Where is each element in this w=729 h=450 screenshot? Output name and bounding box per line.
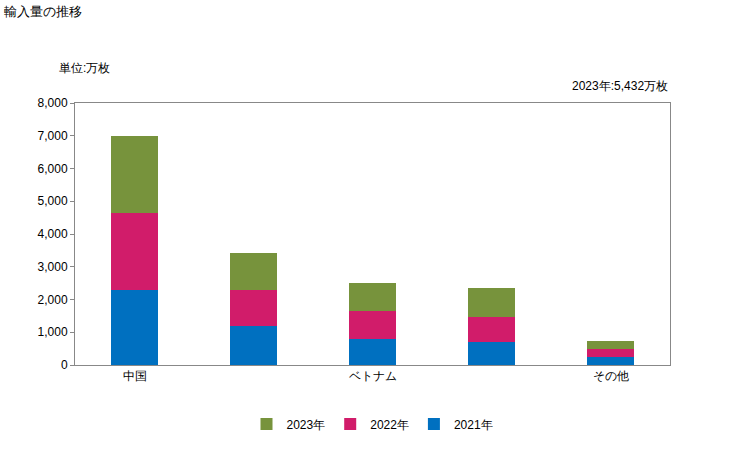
svg-text:2022年: 2022年 bbox=[370, 418, 409, 432]
svg-text:中国: 中国 bbox=[123, 369, 147, 383]
svg-text:5,000: 5,000 bbox=[38, 194, 68, 208]
svg-text:4,000: 4,000 bbox=[38, 227, 68, 241]
svg-text:単位:万枚: 単位:万枚 bbox=[59, 61, 110, 75]
svg-text:7,000: 7,000 bbox=[38, 129, 68, 143]
svg-text:0: 0 bbox=[61, 358, 68, 372]
svg-text:3,000: 3,000 bbox=[38, 260, 68, 274]
svg-text:その他: その他 bbox=[593, 369, 629, 383]
svg-text:2023年: 2023年 bbox=[287, 418, 326, 432]
svg-text:ベトナム: ベトナム bbox=[349, 369, 397, 383]
svg-text:2,000: 2,000 bbox=[38, 293, 68, 307]
svg-text:8,000: 8,000 bbox=[38, 96, 68, 110]
svg-text:6,000: 6,000 bbox=[38, 162, 68, 176]
svg-text:2021年: 2021年 bbox=[454, 418, 493, 432]
svg-text:2023年:5,432万枚: 2023年:5,432万枚 bbox=[572, 79, 668, 93]
svg-text:輸入量の推移: 輸入量の推移 bbox=[4, 4, 82, 19]
svg-text:1,000: 1,000 bbox=[38, 325, 68, 339]
